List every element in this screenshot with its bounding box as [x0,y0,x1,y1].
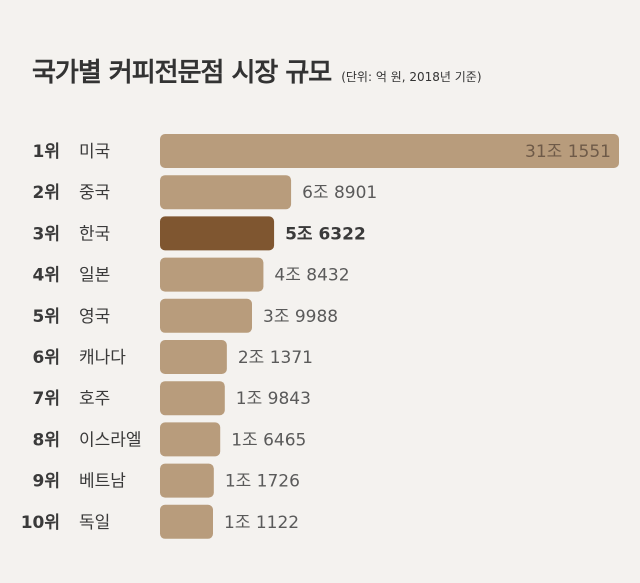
rank-label: 10위 [21,513,60,533]
country-label: 이스라엘 [79,430,142,450]
bar [160,134,619,168]
bar [160,175,292,210]
value-label: 1조 6465 [231,430,306,450]
rank-label: 3위 [33,224,60,244]
bar [160,463,214,498]
bar [160,504,213,539]
value-label: 3조 9988 [263,307,338,327]
country-label: 영국 [79,307,110,327]
chart-title: 국가별 커피전문점 시장 규모 [32,58,332,88]
bar [160,216,275,251]
rank-label: 7위 [33,389,60,409]
value-label: 5조 6322 [285,224,366,244]
value-label: 4조 8432 [274,266,349,286]
rank-label: 5위 [33,307,60,327]
country-label: 미국 [79,142,110,162]
bar [160,257,264,292]
unit-note: (단위: 억 원, 2018년 기준) [341,70,482,84]
value-label: 31조 1551 [525,142,611,162]
rank-label: 8위 [33,430,60,450]
rank-label: 4위 [33,266,60,286]
rank-label: 6위 [33,348,60,368]
country-label: 중국 [79,183,110,203]
bar [160,422,221,457]
country-label: 베트남 [79,472,126,492]
bar [160,298,253,333]
value-label: 6조 8901 [302,183,377,203]
value-label: 2조 1371 [238,348,313,368]
bar [160,381,225,416]
value-label: 1조 1726 [225,472,300,492]
rank-label: 1위 [33,142,60,162]
value-label: 1조 1122 [224,513,299,533]
country-label: 호주 [79,389,110,409]
rank-label: 2위 [33,183,60,203]
country-label: 캐나다 [79,348,126,368]
country-label: 한국 [79,224,110,244]
rank-label: 9위 [33,472,60,492]
bar [160,340,227,374]
chart-header: 국가별 커피전문점 시장 규모 (단위: 억 원, 2018년 기준) [32,52,482,89]
country-label: 독일 [79,513,110,533]
value-label: 1조 9843 [236,389,311,409]
country-label: 일본 [79,266,110,286]
